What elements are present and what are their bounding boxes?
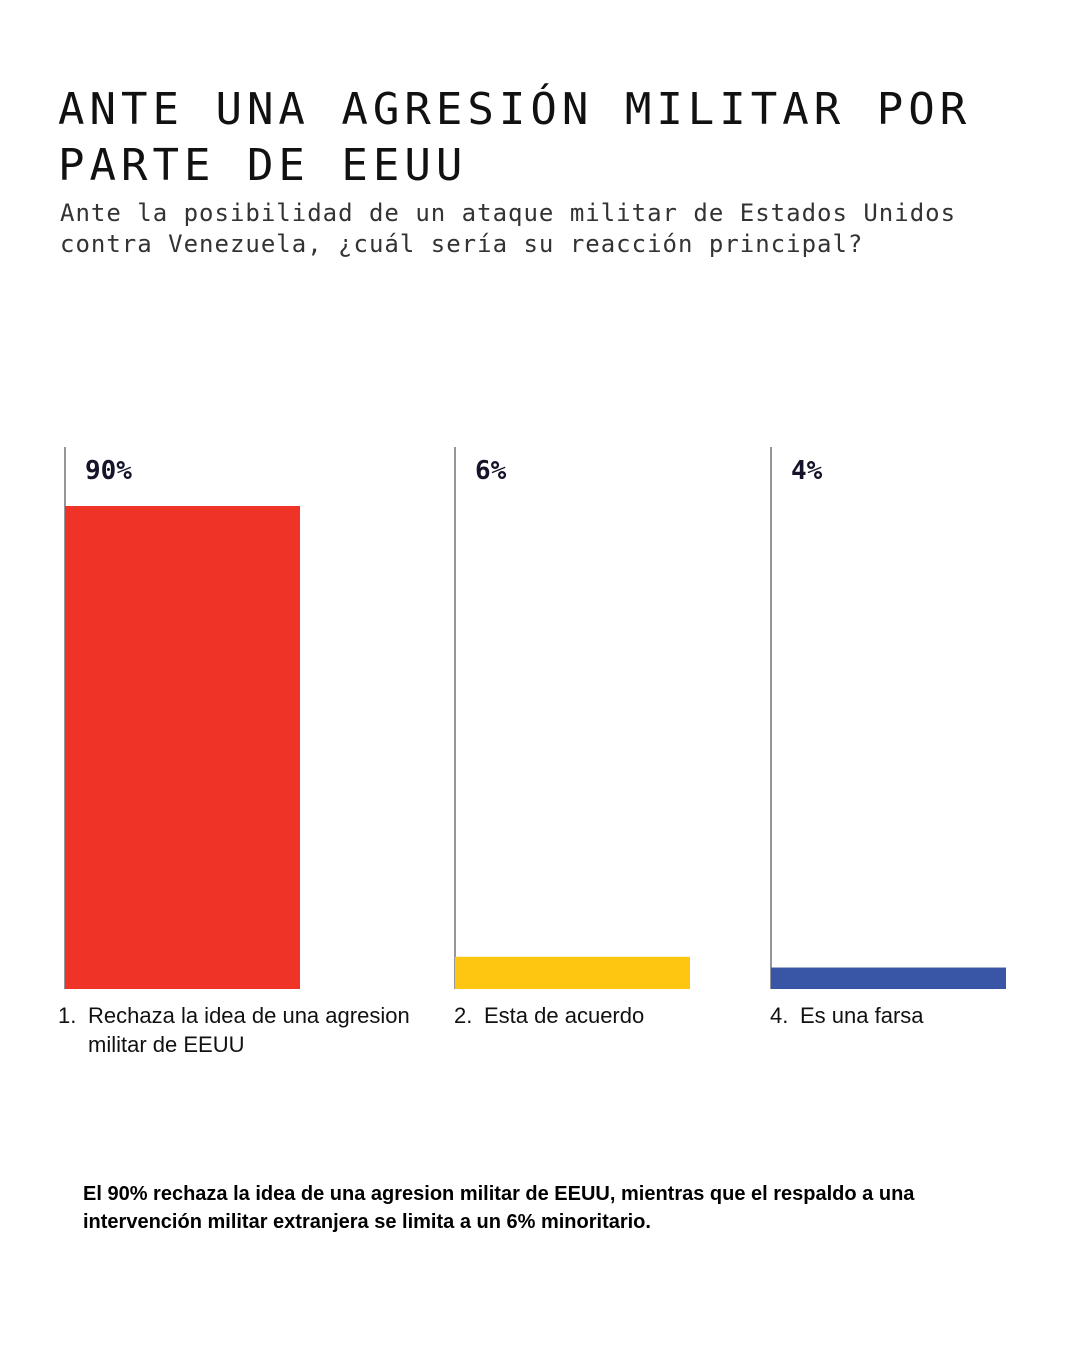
category-label-3: 4. Es una farsa: [770, 1001, 1080, 1030]
category-number-3: 4.: [770, 1003, 789, 1028]
value-label-3: 4%: [791, 456, 823, 486]
category-text-1: Rechaza la idea de una agresion militar …: [88, 1003, 410, 1057]
category-text-3: Es una farsa: [800, 1003, 924, 1028]
value-label-1: 90%: [85, 456, 132, 486]
bar-1: [65, 506, 300, 989]
category-number-1: 1.: [58, 1003, 77, 1028]
category-number-2: 2.: [454, 1003, 473, 1028]
value-label-2: 6%: [475, 456, 507, 486]
bar-2: [455, 956, 690, 989]
chart-subtitle: Ante la posibilidad de un ataque militar…: [60, 199, 957, 258]
chart-footnote: El 90% rechaza la idea de una agresion m…: [83, 1183, 915, 1233]
category-label-2: 2. Esta de acuerdo: [454, 1001, 834, 1030]
category-text-2: Esta de acuerdo: [484, 1003, 645, 1028]
chart-title: ANTE UNA AGRESIÓN MILITAR POR PARTE DE E…: [58, 84, 972, 191]
bar-3: [771, 967, 1006, 989]
category-label-1: 1. Rechaza la idea de una agresion milit…: [58, 1001, 438, 1059]
